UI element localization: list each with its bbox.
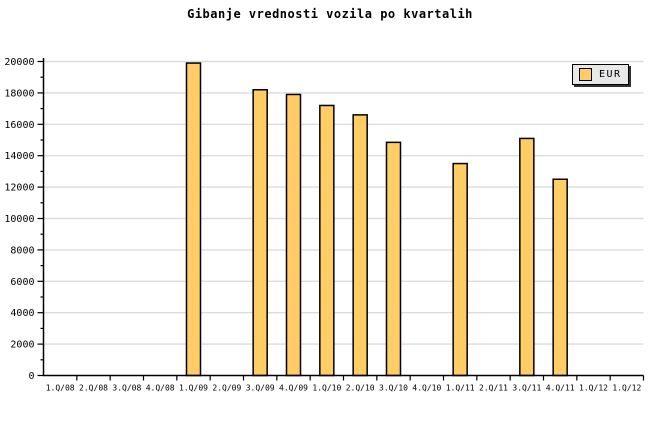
bar: [519, 137, 535, 377]
x-tick-label: 4.Q/09: [279, 384, 308, 393]
x-tick-label: 4.Q/10: [412, 384, 441, 393]
bar: [352, 114, 368, 377]
y-tick-label: 6000: [10, 277, 34, 288]
x-tick-label: 2.Q/09: [212, 384, 241, 393]
x-tick-label: 1.Q/12: [612, 384, 641, 393]
y-tick-label: 8000: [10, 245, 34, 256]
legend: EUR: [572, 64, 629, 85]
x-tick-label: 3.Q/11: [512, 384, 541, 393]
legend-label: EUR: [599, 69, 622, 80]
legend-swatch-icon: [579, 68, 592, 81]
bar: [285, 93, 302, 377]
x-tick-label: 2.Q/10: [346, 384, 375, 393]
y-tick-label: 14000: [4, 151, 34, 162]
x-tick-label: 2.Q/11: [479, 384, 508, 393]
y-tick-label: 0: [28, 371, 34, 382]
x-tick-label: 1.Q/11: [446, 384, 475, 393]
x-tick-label: 4.Q/11: [546, 384, 575, 393]
x-tick-label: 1.Q/12: [579, 384, 608, 393]
bar: [452, 162, 468, 377]
bar: [552, 178, 568, 377]
y-tick-label: 16000: [4, 120, 34, 131]
bar: [319, 104, 335, 377]
x-tick-label: 1.Q/08: [46, 384, 75, 393]
bar: [385, 141, 402, 377]
chart-title: Gibanje vrednosti vozila po kvartalih: [187, 7, 473, 21]
y-tick-label: 18000: [4, 88, 34, 99]
x-tick-label: 3.Q/08: [112, 384, 141, 393]
bar: [252, 89, 268, 377]
bar: [185, 62, 202, 377]
x-tick-label: 2.Q/08: [79, 384, 108, 393]
y-tick-label: 2000: [10, 340, 34, 351]
y-tick-label: 10000: [4, 214, 34, 225]
y-tick-label: 4000: [10, 308, 34, 319]
y-tick-label: 12000: [4, 183, 34, 194]
x-tick-label: 1.Q/09: [179, 384, 208, 393]
y-tick-label: 20000: [4, 57, 34, 68]
x-tick-label: 4.Q/08: [146, 384, 175, 393]
x-tick-label: 3.Q/10: [379, 384, 408, 393]
x-tick-label: 3.Q/09: [246, 384, 275, 393]
x-tick-label: 1.Q/10: [312, 384, 341, 393]
